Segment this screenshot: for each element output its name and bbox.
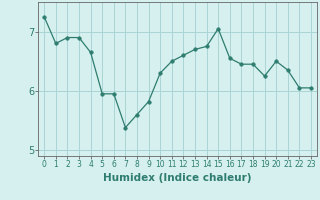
X-axis label: Humidex (Indice chaleur): Humidex (Indice chaleur) [103, 173, 252, 183]
